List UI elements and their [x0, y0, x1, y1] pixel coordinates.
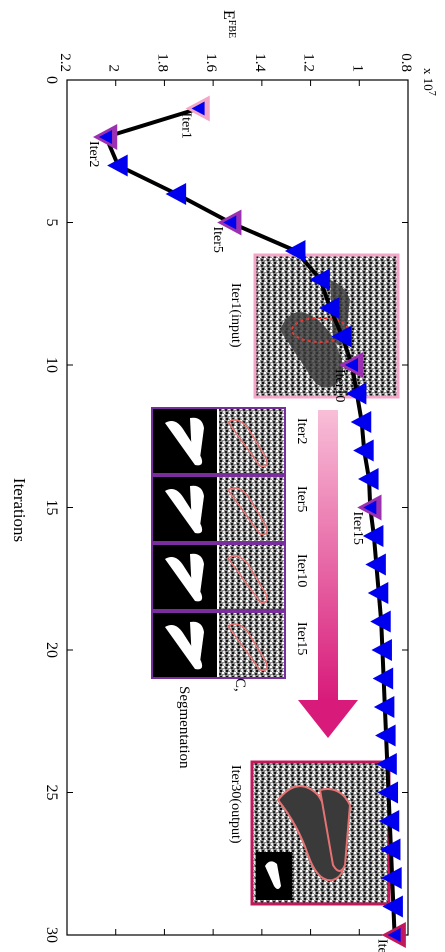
data-marker [381, 867, 402, 889]
data-marker [350, 411, 372, 433]
x-tick-label: 30 [43, 927, 60, 943]
highlight-marker-inner [344, 358, 359, 372]
data-marker [377, 781, 399, 804]
highlight-label: Iter10 [332, 369, 347, 402]
data-marker [353, 439, 374, 462]
segmentation-label: Segmentation [176, 686, 192, 769]
highlight-labels: Iter1 Iter2 Iter5 Iter10 Iter15 Iter30 [86, 113, 390, 952]
strip-contour [226, 623, 268, 672]
strip-segmentation-shape [190, 621, 204, 665]
output-image-inset [250, 760, 391, 906]
data-marker [345, 382, 367, 405]
y-tick-label: 1.8 [154, 53, 170, 72]
y-axis-label-main: E [220, 10, 237, 20]
series-markers [92, 95, 406, 948]
data-marker [370, 610, 391, 633]
highlight-marker-inner [363, 500, 377, 515]
strip-label: Iter2 [294, 418, 309, 444]
y-tick-label: 2.2 [57, 53, 73, 72]
progress-arrow [298, 410, 358, 738]
strip-segmentation-shape [190, 417, 204, 461]
y-multiplier-exp: 7 [426, 91, 437, 96]
x-tick-label: 0 [43, 76, 60, 84]
data-marker [376, 753, 397, 775]
highlight-marker-inner [223, 215, 237, 230]
x-axis-label: Iterations [10, 478, 29, 542]
y-tick-label: 1 [349, 65, 365, 73]
data-marker [371, 639, 392, 661]
data-marker [284, 240, 306, 262]
y-tick-label: 1.4 [252, 53, 268, 72]
y-multiplier-base: x 10 [421, 68, 436, 91]
highlight-label: Iter30 [375, 939, 390, 952]
y-ticks: 0.8 1 1.2 1.4 1.6 1.8 2 2.2 [57, 53, 414, 935]
strip-label: Iter15 [294, 622, 309, 655]
data-marker [319, 297, 340, 319]
strip-label: Iter5 [294, 486, 309, 512]
x-tick-label: 5 [43, 219, 60, 227]
x-tick-label: 10 [43, 357, 60, 373]
strip-contour [226, 487, 268, 536]
x-tick-label: 25 [43, 785, 60, 801]
input-label: Iter1(input) [228, 283, 243, 348]
strip-label: Iter10 [294, 554, 309, 587]
y-tick-label: 1.6 [203, 53, 219, 72]
x-ticks: 0 5 10 15 20 25 30 [43, 76, 408, 943]
highlight-label: Iter5 [210, 227, 225, 253]
data-marker [378, 810, 400, 832]
y-tick-label: 1.2 [301, 53, 317, 72]
strip-contour-image [219, 409, 284, 473]
data-marker [373, 696, 395, 718]
data-marker [331, 325, 352, 348]
data-marker [362, 525, 384, 547]
strip-segmentation-shape [190, 553, 204, 597]
highlight-marker-inner [98, 130, 113, 144]
highlight-label: Iter2 [86, 141, 101, 167]
output-label: Iter30(output) [228, 765, 243, 844]
segmentation-strips: Iter2 Iter5 Iter10 Iter15 [151, 407, 309, 679]
x-tick-label: 15 [43, 500, 60, 516]
strip-contour-image [219, 477, 284, 541]
data-marker [382, 895, 403, 918]
highlight-marker-inner [387, 928, 401, 942]
y-tick-label: 2 [106, 65, 122, 73]
highlight-marker-inner [191, 101, 205, 116]
strip-segmentation-shape [190, 485, 204, 529]
y-axis-label-sup: FBE [226, 20, 237, 38]
strip-contour [226, 555, 268, 604]
data-marker [372, 667, 394, 690]
strip-contour [226, 419, 268, 468]
strip-contour-image [219, 613, 284, 677]
y-multiplier: x 107 [421, 68, 437, 96]
data-marker [165, 183, 187, 205]
row-label: C, [232, 678, 248, 692]
highlight-label: Iter1 [179, 113, 194, 139]
highlight-label: Iter15 [350, 512, 365, 545]
data-marker [309, 268, 330, 291]
y-axis-label: EFBE [220, 10, 237, 38]
strip-contour-image [219, 545, 284, 609]
data-marker [365, 553, 386, 576]
data-marker [375, 724, 396, 747]
x-tick-label: 20 [43, 642, 60, 658]
data-marker [367, 582, 389, 604]
y-tick-label: 0.8 [398, 53, 414, 72]
data-marker [358, 468, 379, 490]
data-marker [107, 154, 128, 177]
data-marker [379, 838, 401, 861]
